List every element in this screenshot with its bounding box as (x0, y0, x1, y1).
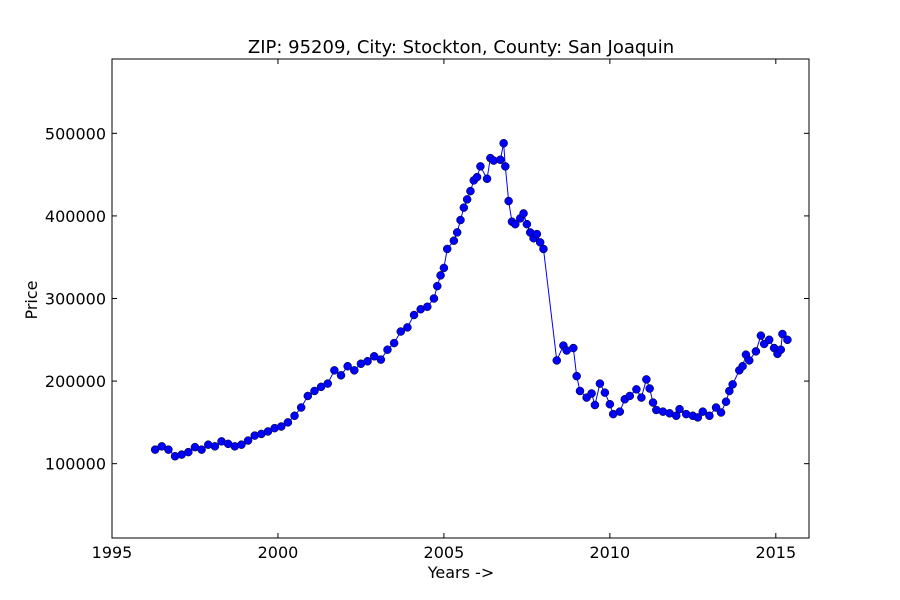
point (237, 440, 246, 449)
point (764, 335, 774, 345)
point (350, 366, 359, 375)
point (452, 228, 462, 237)
point (403, 323, 412, 332)
point (569, 343, 578, 353)
point (552, 356, 562, 365)
point (336, 371, 346, 380)
point (745, 356, 754, 365)
point (496, 155, 505, 165)
chart-title: ZIP: 95209, City: Stockton, County: San … (248, 37, 674, 58)
y-tick-label: 100000 (45, 455, 106, 474)
point (277, 422, 286, 431)
y-tick-label: 200000 (45, 372, 106, 391)
point (615, 407, 625, 416)
point (575, 386, 585, 396)
y-tick-label: 300000 (45, 290, 106, 309)
point (449, 236, 459, 245)
point (698, 407, 708, 416)
point (466, 186, 475, 196)
point (423, 302, 432, 312)
point (605, 399, 615, 409)
point (595, 379, 605, 388)
point (522, 219, 532, 229)
x-tick-label: 2010 (589, 543, 630, 562)
point (184, 447, 193, 457)
point (675, 404, 684, 414)
point (164, 445, 173, 454)
point (442, 244, 452, 254)
point (409, 310, 419, 320)
point (472, 172, 482, 182)
point (210, 442, 220, 451)
point (482, 174, 492, 183)
y-tick-label: 400000 (45, 207, 106, 226)
point (310, 386, 319, 396)
x-tick-label: 1995 (92, 543, 133, 562)
point (637, 393, 646, 402)
point (389, 338, 399, 348)
point (383, 345, 392, 354)
point (783, 335, 792, 345)
point (396, 327, 406, 336)
point (456, 215, 465, 225)
point (462, 195, 472, 204)
y-axis-label: Price (22, 280, 41, 319)
point (363, 357, 372, 366)
point (376, 355, 386, 364)
point (436, 271, 445, 280)
point (642, 375, 651, 384)
point (756, 331, 766, 340)
point (323, 379, 332, 388)
point (459, 203, 469, 212)
point (283, 418, 293, 427)
point (476, 162, 485, 171)
point (296, 403, 306, 412)
point (499, 138, 508, 148)
point (343, 361, 352, 371)
point (587, 389, 596, 398)
point (778, 329, 787, 339)
point (290, 411, 299, 421)
x-tick-label: 2015 (755, 543, 796, 562)
point (648, 398, 658, 407)
x-tick-label: 2005 (424, 543, 465, 562)
x-tick-label: 2000 (258, 543, 299, 562)
point (532, 229, 542, 239)
point (590, 400, 600, 410)
point (645, 384, 654, 393)
point (539, 244, 548, 254)
point (439, 263, 449, 273)
point (600, 388, 610, 397)
point (330, 366, 339, 375)
point (625, 391, 635, 401)
point (511, 219, 520, 229)
point (738, 361, 747, 371)
point (716, 408, 726, 417)
point (433, 281, 442, 291)
point (519, 209, 528, 218)
point (728, 380, 737, 389)
point (197, 445, 206, 454)
x-axis-label: Years -> (427, 563, 494, 582)
point (705, 411, 714, 421)
point (721, 397, 731, 406)
point (303, 391, 313, 401)
point (776, 345, 786, 354)
point (429, 294, 439, 303)
point (572, 371, 581, 381)
point (632, 385, 641, 394)
point (751, 347, 761, 356)
point (243, 436, 253, 445)
y-tick-label: 500000 (45, 124, 106, 143)
point (501, 162, 510, 171)
point (504, 196, 513, 206)
point (693, 413, 703, 422)
